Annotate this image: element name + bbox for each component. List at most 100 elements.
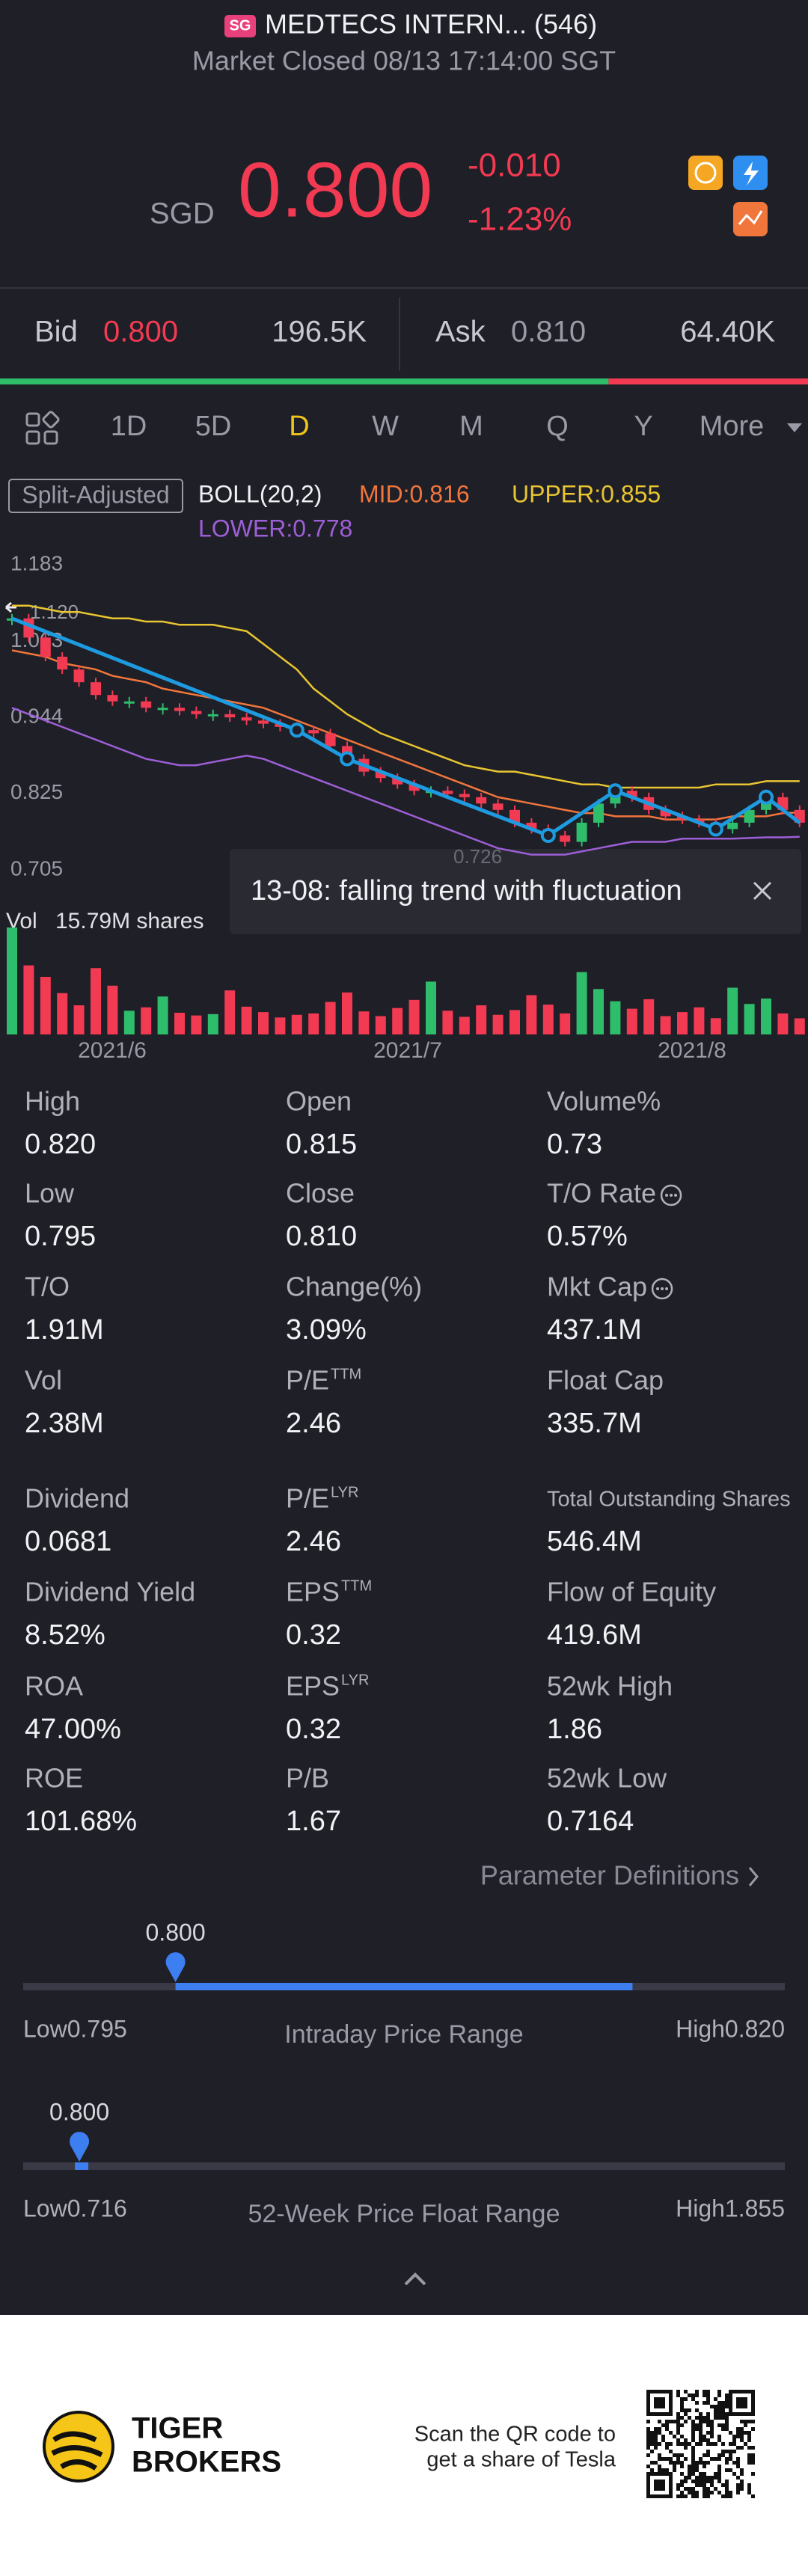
volume-bar <box>610 1001 621 1034</box>
stat-value: 419.6M <box>547 1619 642 1651</box>
footer-background <box>0 2315 808 2576</box>
stat-value: 437.1M <box>547 1314 642 1346</box>
volume-bar <box>492 1014 504 1034</box>
volume-bar <box>509 1010 520 1034</box>
candle <box>744 809 755 823</box>
candle <box>40 637 51 657</box>
adjust-label[interactable]: Split-Adjusted <box>22 481 169 508</box>
volume-bar <box>358 1011 370 1034</box>
stat-value: 1.67 <box>286 1806 341 1837</box>
period-tab[interactable]: 5D <box>195 411 232 442</box>
low-marker: 0.726 <box>453 845 502 868</box>
stat-value: 0.0681 <box>25 1526 111 1557</box>
stat-value: 0.7164 <box>547 1806 634 1837</box>
period-tab[interactable]: M <box>459 411 483 442</box>
y-tick-label: 0.705 <box>10 856 63 880</box>
candle <box>476 797 487 804</box>
volume-bar <box>325 1002 336 1034</box>
volume-bar <box>157 996 168 1034</box>
collapse-icon[interactable] <box>404 2272 426 2286</box>
volume-bar <box>426 981 436 1034</box>
x-tick-label: 2021/6 <box>78 1038 147 1063</box>
info-icon-dot <box>665 1287 669 1290</box>
range-current: 0.800 <box>146 1919 206 1945</box>
stat-label: EPS <box>286 1671 340 1702</box>
volume-bar <box>476 1005 487 1034</box>
stat-label: T/O <box>25 1272 70 1302</box>
currency: SGD <box>150 197 215 230</box>
close-icon[interactable] <box>753 881 772 901</box>
trend-point <box>759 789 774 805</box>
range-low: 0.716 <box>67 2195 127 2221</box>
candle <box>576 822 587 842</box>
stat-label-sup: LYR <box>331 1484 358 1500</box>
dropdown-arrow[interactable] <box>787 423 802 432</box>
stat-value: 8.52% <box>25 1619 105 1651</box>
period-tab[interactable]: D <box>289 411 309 442</box>
y-tick-label: 0.825 <box>10 780 63 803</box>
period-tab[interactable]: 1D <box>111 411 147 442</box>
indicator-name: BOLL(20,2) <box>198 480 322 507</box>
brand-logo <box>43 2411 114 2483</box>
stat-label: Close <box>286 1178 355 1209</box>
volume-bar <box>191 1015 202 1034</box>
brand-name: TIGER <box>132 2412 223 2445</box>
range-pin <box>165 1952 186 1982</box>
range-track <box>23 2162 785 2170</box>
candle <box>459 794 470 797</box>
trend-point <box>607 783 623 799</box>
range-low: 0.795 <box>67 2015 127 2042</box>
trend-point <box>289 723 304 738</box>
candle <box>408 784 420 791</box>
period-tab[interactable]: More <box>700 411 765 442</box>
volume-bar <box>744 1004 755 1034</box>
range-high: 1.855 <box>725 2195 785 2221</box>
stat-label-sup: TTM <box>331 1366 361 1382</box>
stat-value: 1.86 <box>547 1714 602 1745</box>
candle <box>258 720 269 724</box>
trend-point <box>708 821 723 837</box>
chevron[interactable] <box>748 1867 759 1886</box>
candle <box>174 708 185 711</box>
stat-value: 0.32 <box>286 1714 341 1745</box>
info-icon[interactable] <box>660 1184 682 1206</box>
volume-bar <box>442 1011 453 1034</box>
period-tab[interactable]: W <box>372 411 399 442</box>
stat-value: 2.46 <box>286 1408 341 1439</box>
candle <box>526 822 537 829</box>
trend-point <box>340 751 355 767</box>
stat-label: Float Cap <box>547 1365 664 1396</box>
volume-bar <box>761 999 771 1034</box>
parameter-link[interactable]: Parameter Definitions <box>480 1860 739 1891</box>
layout-icon[interactable] <box>25 411 60 445</box>
range-high-label: High <box>676 2015 725 2042</box>
stat-value: 2.46 <box>286 1526 341 1557</box>
stat-label: EPS <box>286 1577 340 1607</box>
volume-bar <box>777 1013 789 1034</box>
quote-icons[interactable] <box>688 156 768 236</box>
period-tab[interactable]: Y <box>634 411 652 442</box>
trend-point <box>540 827 556 843</box>
adjust-box[interactable] <box>8 479 183 513</box>
range-fill <box>75 2162 89 2170</box>
candle <box>241 717 252 721</box>
candle <box>107 695 118 702</box>
stat-label: Change(%) <box>286 1272 422 1302</box>
candle <box>375 771 386 779</box>
stat-label: Flow of Equity <box>547 1577 716 1607</box>
info-icon-dot <box>670 1194 673 1197</box>
candle <box>123 701 135 704</box>
info-icon[interactable] <box>651 1278 673 1300</box>
stat-value: 1.91M <box>25 1314 104 1346</box>
back-arrow[interactable] <box>5 601 16 613</box>
stat-value: 0.57% <box>547 1221 628 1252</box>
volume-bar <box>392 1008 403 1034</box>
period-tab[interactable]: Q <box>546 411 569 442</box>
stock-title: MEDTECS INTERN... (546) <box>265 9 597 40</box>
volume-bar <box>576 972 587 1034</box>
bid-price: 0.800 <box>103 316 178 349</box>
volume-bar <box>660 1016 671 1034</box>
stat-label: Total Outstanding Shares <box>547 1488 791 1512</box>
volume-bar <box>107 985 118 1034</box>
candle <box>325 733 336 746</box>
